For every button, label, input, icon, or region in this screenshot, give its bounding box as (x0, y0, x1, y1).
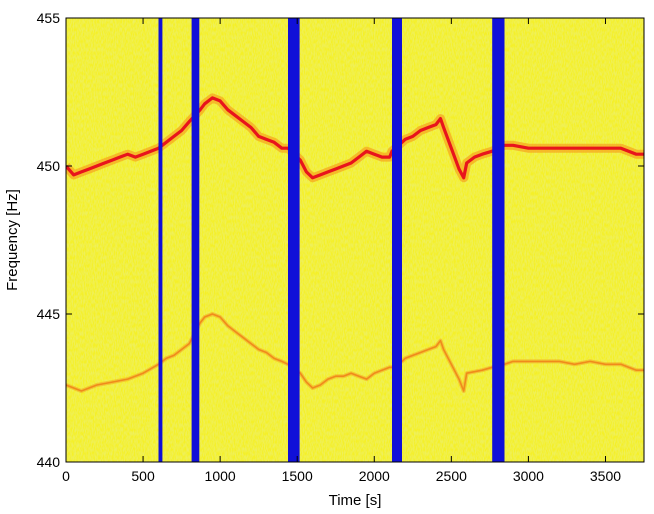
data-gap-band (158, 18, 163, 462)
plot-noise-texture (66, 18, 644, 462)
data-gap-band (288, 18, 300, 462)
y-axis-label: Frequency [Hz] (4, 189, 21, 291)
y-tick-label: 450 (37, 158, 61, 174)
data-gap-band (492, 18, 505, 462)
x-tick-label: 2000 (359, 468, 390, 484)
data-gap-band (191, 18, 200, 462)
fundamental-trace (66, 96, 644, 180)
x-tick-label: 1500 (282, 468, 313, 484)
x-tick-label: 2500 (436, 468, 467, 484)
x-tick-label: 3000 (513, 468, 544, 484)
x-tick-label: 0 (62, 468, 70, 484)
x-tick-label: 1000 (205, 468, 236, 484)
gap-layer (158, 18, 505, 462)
x-axis-label: Time [s] (329, 492, 382, 509)
y-tick-label: 455 (37, 10, 61, 26)
data-gap-band (392, 18, 402, 462)
y-tick-label: 440 (37, 454, 61, 470)
x-tick-label: 3500 (590, 468, 621, 484)
x-axis-ticks: 0 500 1000 1500 2000 2500 3000 3500 (62, 18, 621, 484)
plot-frame (65, 17, 645, 463)
y-tick-label: 445 (37, 306, 61, 322)
y-axis-ticks: 440 445 450 455 (37, 10, 644, 470)
x-tick-label: 500 (131, 468, 155, 484)
plot-area (65, 17, 645, 463)
